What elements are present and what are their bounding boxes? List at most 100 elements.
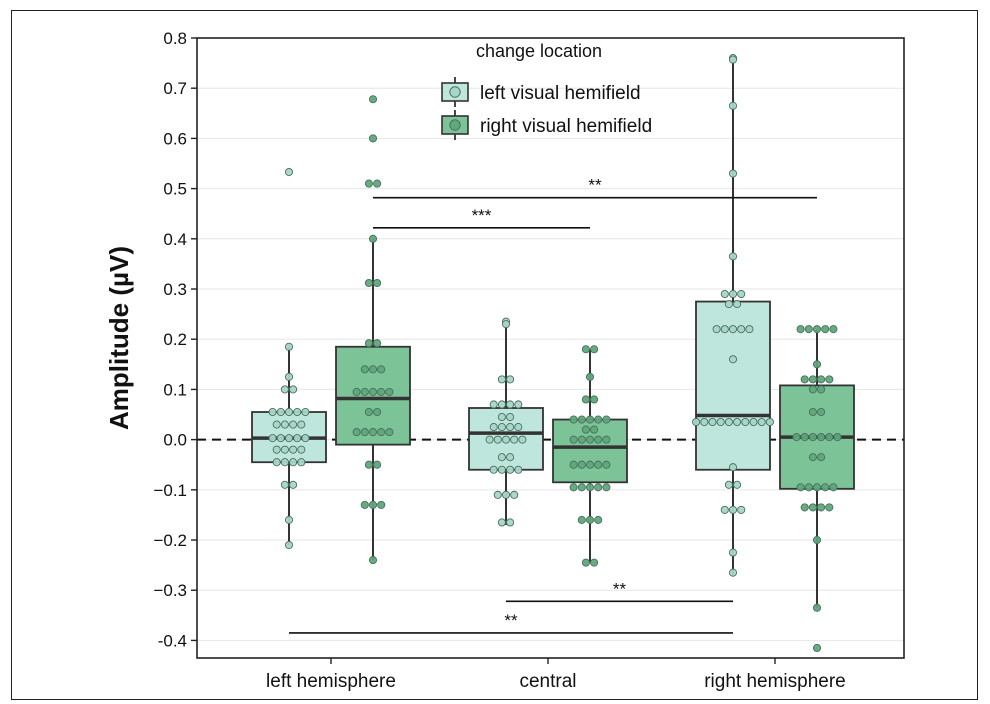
data-point xyxy=(745,325,754,334)
data-point xyxy=(692,417,701,427)
y-tick-label: 0.4 xyxy=(163,230,187,249)
data-point xyxy=(284,372,294,381)
data-point xyxy=(368,428,378,437)
data-point xyxy=(602,460,611,469)
data-points xyxy=(268,54,842,653)
data-point xyxy=(506,453,515,462)
data-point xyxy=(594,435,603,444)
data-point xyxy=(506,412,515,422)
data-point xyxy=(518,435,527,444)
data-point xyxy=(284,167,294,177)
data-point xyxy=(368,387,378,396)
data-point xyxy=(585,483,595,492)
data-point xyxy=(569,415,578,424)
data-point xyxy=(289,458,298,467)
data-point xyxy=(280,385,289,394)
data-point xyxy=(272,445,281,454)
data-point xyxy=(804,325,813,334)
data-point xyxy=(497,412,506,422)
data-point xyxy=(368,234,378,243)
data-point xyxy=(812,603,822,612)
x-tick-label: central xyxy=(519,671,576,692)
data-point xyxy=(289,480,298,489)
significance-label: *** xyxy=(472,206,492,225)
data-point xyxy=(712,325,721,334)
y-tick-label: −0.1 xyxy=(153,481,187,500)
data-point xyxy=(817,503,826,512)
data-point xyxy=(364,460,373,469)
data-point xyxy=(594,415,603,424)
data-point xyxy=(825,433,834,442)
data-point xyxy=(510,490,519,499)
data-point xyxy=(506,465,515,474)
data-point xyxy=(364,407,373,417)
data-point xyxy=(700,417,709,427)
data-point xyxy=(737,325,746,334)
data-point xyxy=(800,503,809,512)
data-point xyxy=(506,518,515,527)
data-point xyxy=(510,435,519,444)
data-point xyxy=(829,483,838,492)
data-point xyxy=(728,505,738,514)
significance-annotations: ********* xyxy=(289,176,817,634)
y-tick-label: 0.2 xyxy=(163,330,187,349)
data-point xyxy=(808,385,817,394)
legend-entry-left: left visual hemifield xyxy=(441,77,641,107)
data-point xyxy=(585,515,595,524)
data-point xyxy=(373,339,382,348)
data-point xyxy=(741,417,750,427)
data-point xyxy=(581,558,590,567)
data-point xyxy=(360,428,369,437)
data-point xyxy=(590,425,599,434)
data-point xyxy=(514,423,523,432)
data-point xyxy=(590,558,599,567)
data-point xyxy=(728,463,738,472)
data-point xyxy=(514,465,523,474)
data-point xyxy=(728,55,738,64)
data-point xyxy=(585,460,595,469)
data-point xyxy=(297,420,306,429)
data-point xyxy=(602,483,611,492)
data-point xyxy=(284,515,294,524)
data-point xyxy=(280,445,289,454)
data-point xyxy=(817,407,826,417)
data-point xyxy=(812,643,822,653)
y-axis-label: Amplitude (µV) xyxy=(104,246,134,430)
data-point xyxy=(289,385,298,394)
data-point xyxy=(577,460,586,469)
data-point xyxy=(808,503,817,512)
data-point xyxy=(268,407,277,417)
data-point xyxy=(825,375,834,384)
data-point xyxy=(581,425,590,434)
data-point xyxy=(489,465,498,474)
data-point xyxy=(720,289,729,299)
data-point xyxy=(489,423,498,432)
data-point xyxy=(808,453,817,462)
legend-label: right visual hemifield xyxy=(480,116,652,137)
legend-key-point xyxy=(449,86,461,98)
data-point xyxy=(360,387,369,396)
data-point xyxy=(728,548,738,557)
y-tick-label: −0.3 xyxy=(153,581,187,600)
data-point xyxy=(497,423,506,432)
legend: change location left visual hemifield righ… xyxy=(441,41,652,140)
data-point xyxy=(276,407,285,417)
data-point xyxy=(800,433,809,442)
legend-entry-right: right visual hemifield xyxy=(441,110,652,140)
box-body xyxy=(552,418,628,484)
data-point xyxy=(594,483,603,492)
data-point xyxy=(289,420,298,429)
data-point xyxy=(489,400,498,409)
y-tick-label: 0.1 xyxy=(163,380,187,399)
data-point xyxy=(368,500,378,509)
data-point xyxy=(297,458,306,467)
data-point xyxy=(733,300,742,309)
data-point xyxy=(728,355,738,364)
data-point xyxy=(724,480,733,489)
data-point xyxy=(728,568,738,577)
data-point xyxy=(800,375,809,384)
data-point xyxy=(817,433,826,442)
data-point xyxy=(817,375,826,384)
data-point xyxy=(585,415,595,424)
data-point xyxy=(569,460,578,469)
